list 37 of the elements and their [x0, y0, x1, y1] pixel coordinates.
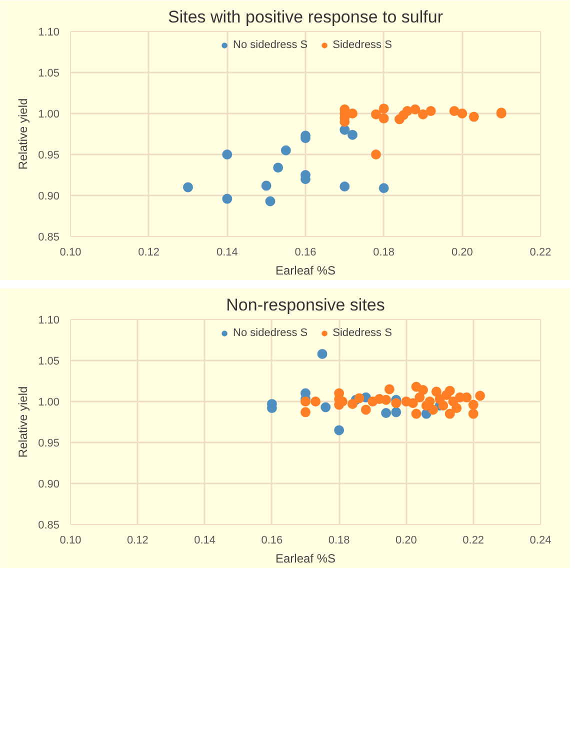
y-axis-title: Relative yield	[16, 98, 30, 170]
x-tick-label: 0.20	[396, 534, 417, 546]
y-tick-label: 0.95	[38, 150, 60, 162]
legend-label: No sidedress S	[233, 39, 308, 51]
x-tick-label: 0.22	[462, 534, 484, 546]
y-tick-label: 0.85	[38, 520, 60, 532]
y-tick-label: 1.05	[38, 356, 60, 368]
y-tick-label: 0.85	[38, 232, 60, 244]
y-tick-label: 0.90	[38, 190, 60, 202]
x-tick-label: 0.20	[451, 246, 473, 258]
legend-label: Sidedress S	[332, 39, 392, 51]
x-tick-label: 0.12	[126, 534, 148, 546]
y-tick-label: 1.10	[38, 26, 60, 38]
y-tick-label: 0.95	[38, 438, 60, 450]
x-tick-label: 0.22	[530, 246, 552, 258]
x-tick-label: 0.18	[373, 246, 395, 258]
y-tick-label: 0.90	[38, 478, 60, 490]
x-axis-title: Earleaf %S	[275, 264, 336, 278]
x-tick-label: 0.16	[261, 534, 283, 546]
x-tick-label: 0.12	[138, 246, 160, 258]
chart-title: Sites with positive response to sulfur	[168, 8, 444, 26]
x-tick-label: 0.24	[530, 534, 552, 546]
y-tick-label: 1.00	[38, 396, 60, 408]
y-axis-title: Relative yield	[16, 386, 30, 458]
legend-label: Sidedress S	[332, 327, 392, 339]
chart-title: Non-responsive sites	[226, 296, 385, 314]
y-tick-label: 1.00	[38, 108, 60, 120]
y-tick-label: 1.05	[38, 68, 60, 80]
x-tick-label: 0.10	[60, 534, 82, 546]
x-tick-label: 0.18	[328, 534, 350, 546]
legend-label: No sidedress S	[233, 327, 308, 339]
x-tick-label: 0.14	[194, 534, 216, 546]
y-tick-label: 1.10	[38, 314, 60, 326]
x-tick-label: 0.10	[60, 246, 82, 258]
x-axis-title: Earleaf %S	[275, 552, 336, 566]
x-tick-label: 0.16	[294, 246, 316, 258]
x-tick-label: 0.14	[216, 246, 238, 258]
